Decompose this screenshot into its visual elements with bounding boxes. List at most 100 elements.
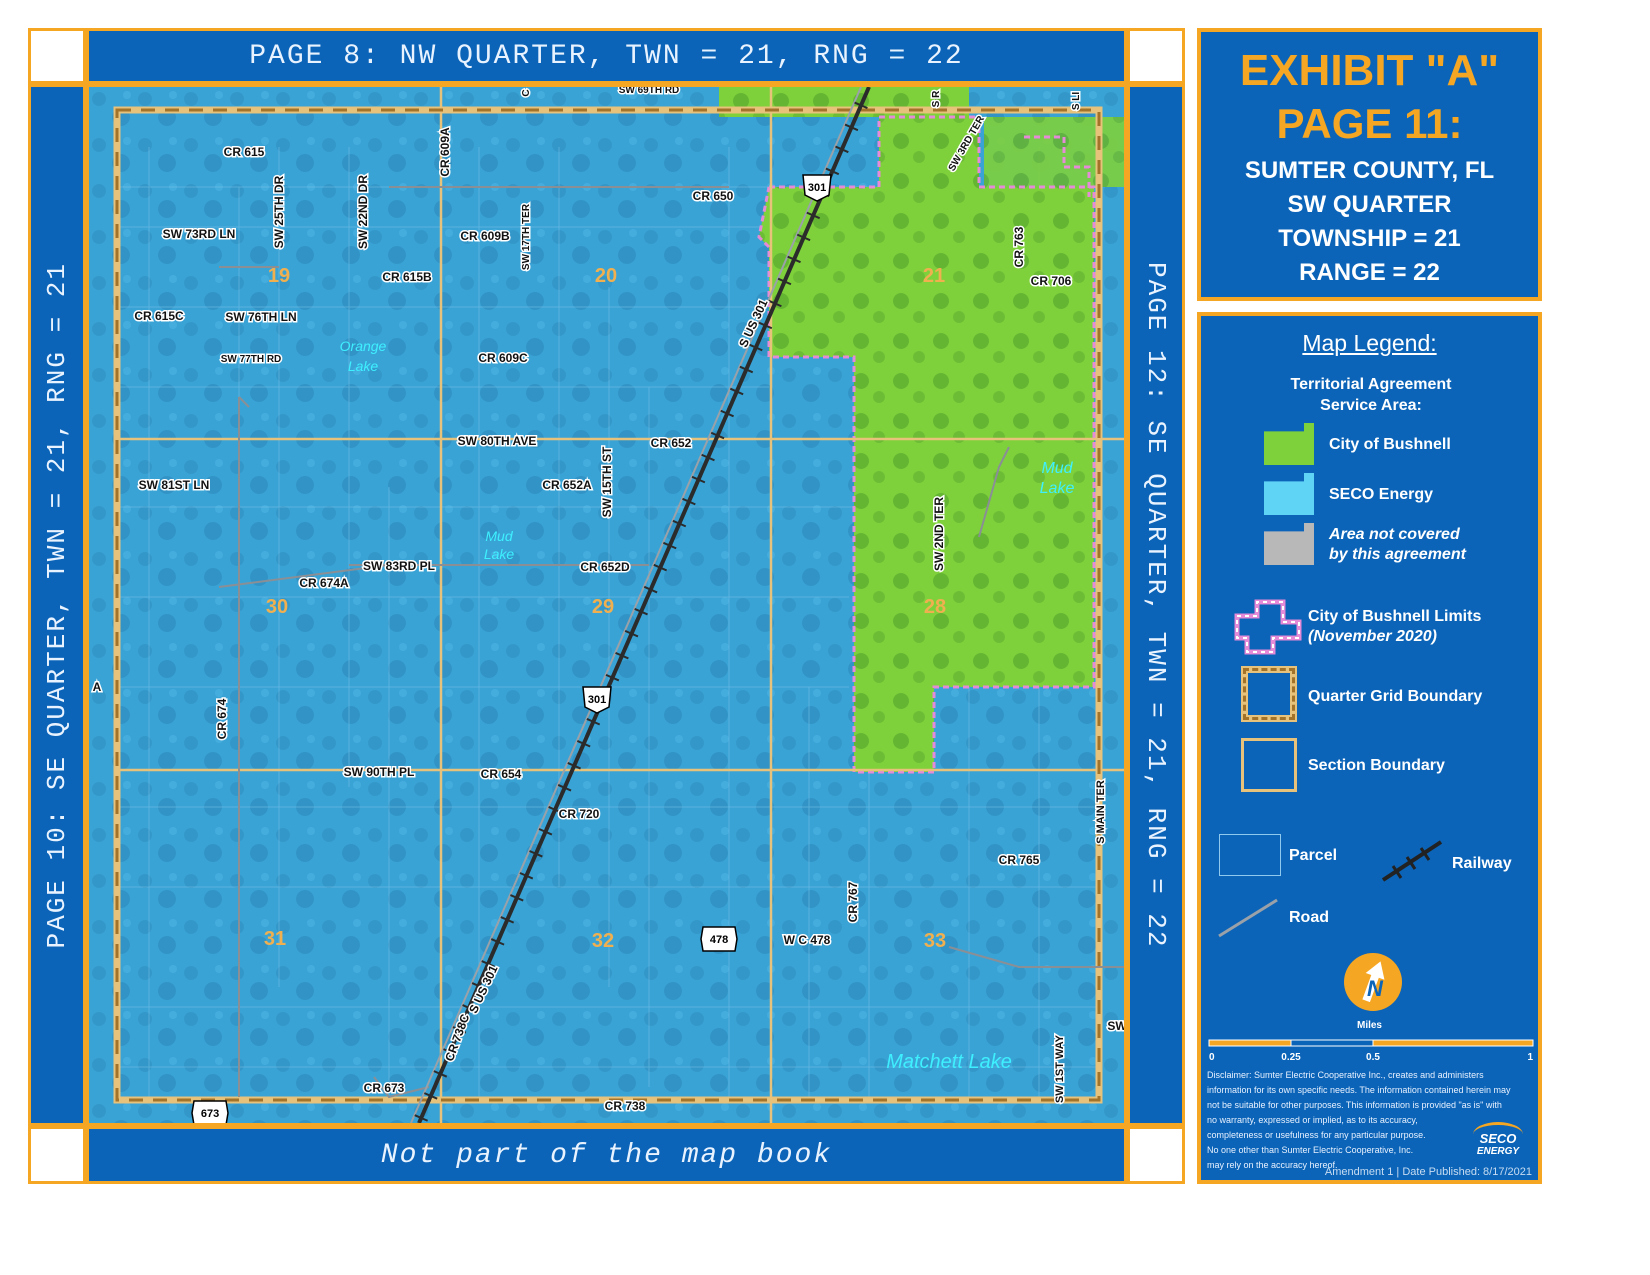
seco-energy-logo: SECO ENERGY (1467, 1122, 1529, 1162)
road-swatch-icon (1218, 898, 1278, 938)
top-label-text: PAGE 8: NW QUARTER, TWN = 21, RNG = 22 (249, 40, 964, 72)
legend-not-covered-2: by this agreement (1329, 546, 1466, 563)
scale-tick-0: 0 (1209, 1052, 1215, 1063)
road-label-sr: S R (931, 90, 942, 107)
frame-corner-top-left (28, 28, 86, 84)
railway-tie (844, 123, 859, 132)
road-label-cr609c: CR 609C (478, 351, 528, 365)
bushnell-swatch (1264, 423, 1314, 465)
bushnell-limits-line (757, 115, 1096, 774)
frame-corner-top-right (1127, 28, 1185, 84)
railway-tie (624, 629, 639, 638)
road-label-cr738: CR 738 (605, 1099, 646, 1113)
railway-tie (643, 585, 658, 594)
railway-tie (471, 982, 486, 990)
scale-tick-3: 1 (1527, 1052, 1533, 1063)
scale-bar: 0 0.25 0.5 1 (1208, 1039, 1534, 1063)
road-label-a: A (93, 680, 102, 694)
railway-tie (423, 1092, 438, 1100)
road-label-sli: S LI (1071, 92, 1082, 111)
top-adjacent-page-label[interactable]: PAGE 8: NW QUARTER, TWN = 21, RNG = 22 (86, 28, 1127, 84)
railway-tie (691, 475, 706, 484)
logo-text-2: ENERGY (1476, 1146, 1520, 1157)
right-label-text: PAGE 12: SE QUARTER, TWN = 21, RNG = 22 (1141, 261, 1171, 949)
road-label-cr609b: CR 609B (460, 229, 510, 243)
exhibit-quarter: SW QUARTER (1287, 191, 1452, 218)
sr-673-shield-text: 673 (201, 1108, 219, 1120)
frame-corner-bottom-right (1127, 1126, 1185, 1184)
exhibit-title: EXHIBIT "A" (1239, 46, 1500, 95)
scale-title: Miles (1356, 1020, 1382, 1031)
disclaimer-line: No one other than Sumter Electric Cooper… (1207, 1145, 1414, 1155)
left-label-text: PAGE 10: SE QUARTER, TWN = 21, RNG = 21 (42, 261, 72, 949)
road-label-cr706: CR 706 (1031, 274, 1072, 288)
seco-swatch (1264, 473, 1314, 515)
disclaimer-line: may rely on the accuracy hereof. (1207, 1160, 1338, 1170)
scale-tick-2: 0.5 (1366, 1052, 1380, 1063)
railway-tie (586, 718, 601, 726)
railway-tie (557, 784, 572, 792)
railway-tie (576, 740, 591, 748)
railway-tie (682, 497, 696, 506)
road-label-sw2nd: SW 2ND TER (932, 497, 946, 571)
quarter-grid-swatch (1241, 666, 1297, 722)
railway-tie (481, 960, 495, 968)
lake-matchett: Matchett Lake (886, 1051, 1012, 1073)
road-label-sw73rd: SW 73RD LN (163, 227, 236, 241)
exhibit-county: SUMTER COUNTY, FL (1244, 157, 1495, 184)
left-adjacent-page-label[interactable]: PAGE 10: SE QUARTER, TWN = 21, RNG = 21 (28, 84, 86, 1126)
section-29: 29 (592, 596, 614, 618)
lake-orange-2: Lake (348, 358, 379, 374)
road-label-cr650: CR 650 (693, 189, 734, 203)
bottom-label: Not part of the map book (86, 1126, 1127, 1184)
disclaimer-line: no warranty, expressed or implied, as to… (1207, 1115, 1418, 1125)
railway-tie (835, 145, 849, 154)
road-label-cr615b: CR 615B (382, 270, 432, 284)
road-label-sw90th: SW 90TH PL (344, 765, 415, 779)
legend-road: Road (1289, 909, 1329, 926)
north-arrow-icon: N (1344, 953, 1402, 1011)
legend-territorial: Territorial Agreement Service Area: (1290, 376, 1452, 414)
legend-quarter-grid: Quarter Grid Boundary (1308, 688, 1483, 705)
legend-limits-2: (November 2020) (1308, 628, 1437, 645)
lake-mud2-1: Mud (1041, 460, 1073, 477)
legend-panel: Map Legend: Territorial Agreement Servic… (1197, 312, 1542, 1184)
us-301-shield-north-text: 301 (808, 182, 826, 194)
frame-corner-bottom-left (28, 1126, 86, 1184)
section-28: 28 (924, 596, 946, 618)
railway-tie (433, 1070, 448, 1078)
north-letter: N (1367, 976, 1384, 1001)
legend-limits-1: City of Bushnell Limits (1308, 608, 1482, 625)
railway-tie (443, 1048, 457, 1056)
legend-seco: SECO Energy (1329, 486, 1434, 503)
railway-tie (509, 894, 524, 902)
right-adjacent-page-label[interactable]: PAGE 12: SE QUARTER, TWN = 21, RNG = 22 (1127, 84, 1185, 1126)
sr-673-shield: 673 (191, 1100, 229, 1123)
quarter-grid-boundary-dash (115, 108, 1101, 1102)
us-301-road (410, 87, 862, 1123)
railway-tie (462, 1004, 476, 1012)
road-label-cr765: CR 765 (999, 853, 1040, 867)
road-label-wc478: W C 478 (784, 933, 831, 947)
lake-orange-1: Orange (340, 338, 387, 354)
road-label-cr767: CR 767 (846, 881, 860, 922)
road-label-cr654: CR 654 (481, 767, 522, 781)
road-label-cr609a: CR 609A (438, 127, 452, 177)
map-area[interactable]: 301 301 478 673 19 20 21 30 29 28 31 32 … (86, 84, 1127, 1126)
road-label-sw76th: SW 76TH LN (225, 310, 296, 324)
disclaimer: Disclaimer: Sumter Electric Cooperative … (1207, 1068, 1541, 1173)
section-32: 32 (592, 930, 614, 952)
lake-mud1-2: Lake (484, 546, 515, 562)
scale-tick-1: 0.25 (1281, 1052, 1301, 1063)
disclaimer-line: Disclaimer: Sumter Electric Cooperative … (1207, 1070, 1484, 1080)
sr-478-shield: 478 (700, 926, 738, 952)
railway-tie (825, 167, 840, 176)
exhibit-panel: EXHIBIT "A" PAGE 11: SUMTER COUNTY, FL S… (1197, 28, 1542, 301)
sr-478-shield-text: 478 (710, 934, 728, 946)
road-label-sw81st: SW 81ST LN (139, 478, 210, 492)
road-label-sw22nd: SW 22ND DR (356, 175, 370, 249)
bushnell-area-top-right (984, 117, 1124, 187)
road-label-sw17th: SW 17TH TER (521, 203, 532, 270)
road-label-top-clip: SW 69TH RD (619, 87, 680, 96)
railway-swatch-icon (1381, 840, 1443, 882)
